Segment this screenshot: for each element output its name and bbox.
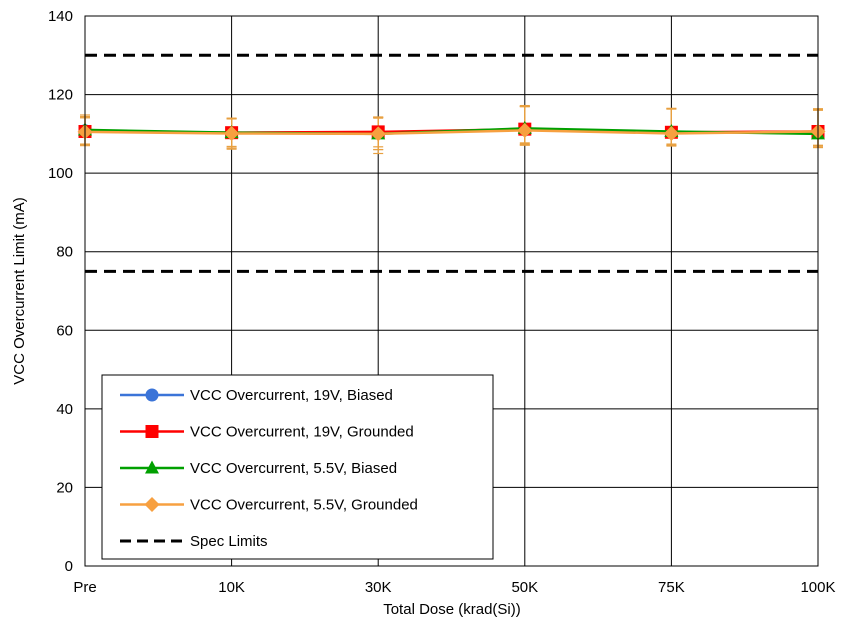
- series-line-4: [84, 129, 819, 136]
- legend-swatch-marker: [145, 388, 159, 402]
- x-axis-label: Total Dose (krad(Si)): [383, 601, 521, 618]
- tick-label-layer: 0 20 40 60 80 100 120 140 Pre 10K 30K 50K 75K 100K: [48, 8, 836, 596]
- legend-entry-label: VCC Overcurrent, 5.5V, Grounded: [190, 497, 418, 514]
- x-tick-label: 10K: [218, 579, 245, 596]
- legend-entry-label: VCC Overcurrent, 19V, Biased: [190, 387, 393, 404]
- series-layer: [77, 120, 826, 142]
- legend-entry-label: Spec Limits: [190, 533, 268, 550]
- legend-swatch-marker: [144, 497, 160, 512]
- y-axis-label: VCC Overcurrent Limit (mA): [11, 197, 28, 385]
- data-point-series-4: [663, 125, 679, 141]
- y-tick-label: 60: [56, 322, 73, 339]
- spec-limit-layer: [85, 53, 818, 273]
- data-point-series-4: [517, 122, 533, 138]
- x-tick-label: Pre: [73, 579, 96, 596]
- y-tick-label: 100: [48, 165, 73, 182]
- y-tick-label: 80: [56, 244, 73, 261]
- data-point-series-4: [370, 126, 386, 142]
- legend-entry-label: VCC Overcurrent, 19V, Grounded: [190, 424, 414, 441]
- x-tick-label: 50K: [511, 579, 538, 596]
- y-tick-label: 40: [56, 401, 73, 418]
- y-tick-label: 140: [48, 8, 73, 25]
- legend-swatch-marker: [145, 460, 159, 474]
- y-tick-label: 0: [65, 558, 73, 575]
- x-tick-label: 30K: [365, 579, 392, 596]
- x-tick-label: 75K: [658, 579, 685, 596]
- x-tick-label: 100K: [800, 579, 835, 596]
- legend-swatch-marker: [145, 425, 159, 438]
- y-tick-label: 120: [48, 87, 73, 104]
- y-tick-label: 20: [56, 479, 73, 496]
- legend-entry-label: VCC Overcurrent, 5.5V, Biased: [190, 460, 397, 477]
- data-point-series-4: [224, 125, 240, 141]
- legend: VCC Overcurrent, 19V, Biased VCC Overcurr…: [101, 374, 494, 560]
- plot-frame: [84, 15, 819, 567]
